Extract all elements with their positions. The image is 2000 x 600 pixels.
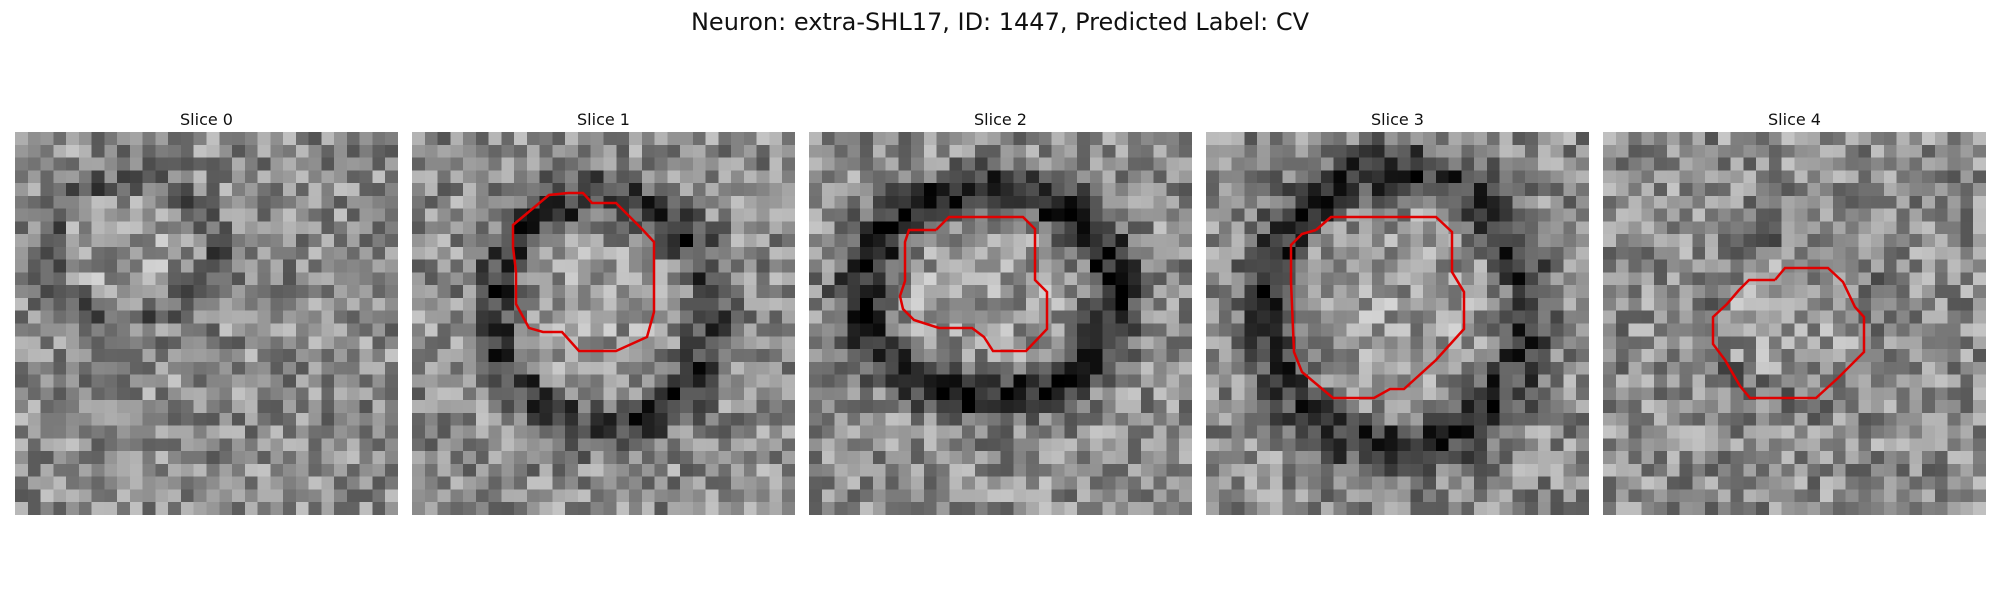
- slice-panel-3: Slice 3: [1206, 108, 1589, 515]
- slice-title: Slice 4: [1768, 110, 1821, 129]
- slice-title: Slice 0: [180, 110, 233, 129]
- slice-image: [412, 132, 795, 515]
- slice-panel-1: Slice 1: [412, 108, 795, 515]
- slice-title: Slice 2: [974, 110, 1027, 129]
- slice-image: [1603, 132, 1986, 515]
- slice-image: [809, 132, 1192, 515]
- slice-image: [15, 132, 398, 515]
- slice-title: Slice 3: [1371, 110, 1424, 129]
- figure-title: Neuron: extra-SHL17, ID: 1447, Predicted…: [690, 8, 1310, 36]
- slice-panel-0: Slice 0: [15, 108, 398, 515]
- slice-image: [1206, 132, 1589, 515]
- slice-panel-4: Slice 4: [1603, 108, 1986, 515]
- slice-panel-2: Slice 2: [809, 108, 1192, 515]
- slice-title: Slice 1: [577, 110, 630, 129]
